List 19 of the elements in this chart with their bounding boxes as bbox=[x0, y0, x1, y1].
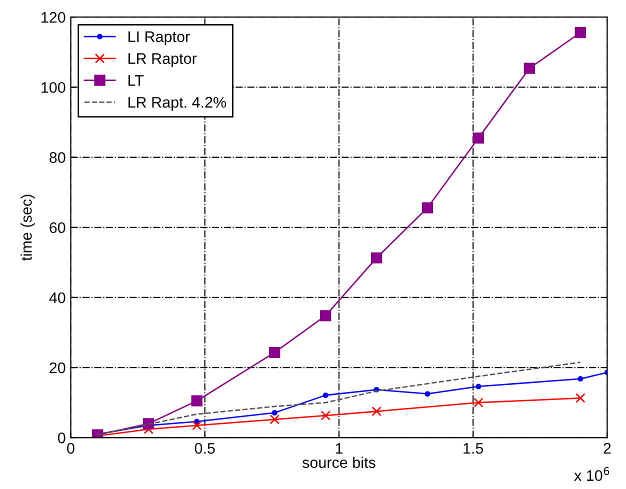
legend-label: LR Rapt. 4.2% bbox=[128, 96, 226, 111]
y-axis-title: time (sec) bbox=[20, 194, 35, 261]
legend-label: LT bbox=[128, 75, 144, 86]
y-tick-label: 120 bbox=[42, 12, 66, 23]
x-axis-title: source bits bbox=[302, 456, 376, 468]
y-tick-label: 20 bbox=[50, 362, 66, 374]
y-tick-label: 100 bbox=[42, 82, 66, 93]
y-tick-label: 60 bbox=[50, 222, 66, 234]
text: x 10$^{6}$ bbox=[574, 467, 610, 481]
x-tick-label: 1 bbox=[336, 443, 342, 454]
x-tick-label: 1.5 bbox=[464, 443, 484, 454]
y-tick-label: 0 bbox=[58, 432, 66, 444]
legend-label: LR Raptor bbox=[128, 53, 197, 67]
legend-label: LI Raptor bbox=[128, 31, 190, 46]
x-tick-label: 2 bbox=[604, 442, 611, 454]
y-tick-label: 80 bbox=[50, 152, 66, 163]
x-tick-label: 0 bbox=[67, 442, 74, 454]
y-tick-label: 40 bbox=[49, 292, 66, 304]
x-tick-label: 0.5 bbox=[194, 442, 215, 454]
